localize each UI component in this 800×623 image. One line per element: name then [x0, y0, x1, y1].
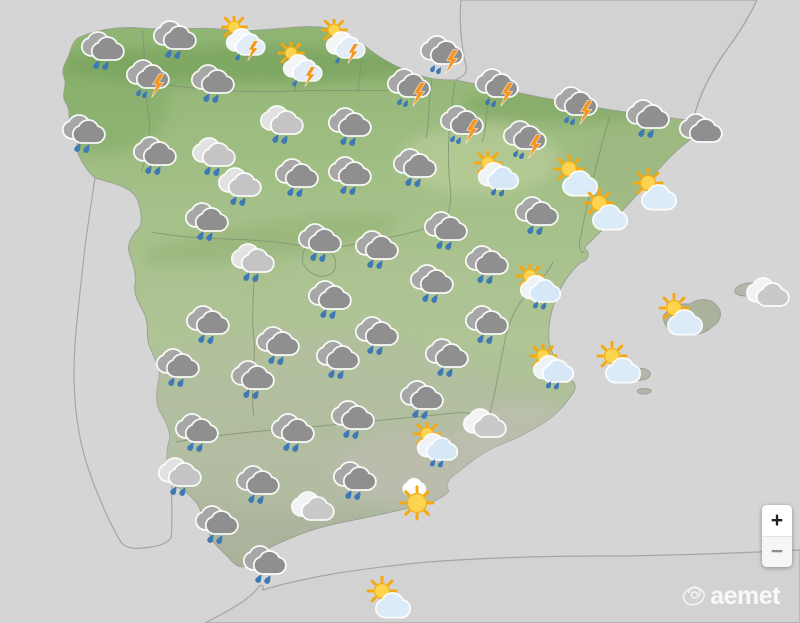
france-coastline: [692, 0, 758, 122]
portugal-coastline: [73, 177, 173, 550]
zoom-in-button[interactable]: +: [762, 505, 792, 536]
formentera-island: [636, 388, 652, 395]
zoom-out-button[interactable]: −: [762, 536, 792, 567]
map-zoom-control: + −: [762, 505, 792, 567]
africa-coastline: [204, 549, 800, 623]
ibiza-island: [625, 367, 651, 381]
mallorca-island: [662, 299, 721, 336]
menorca-island: [734, 282, 768, 297]
